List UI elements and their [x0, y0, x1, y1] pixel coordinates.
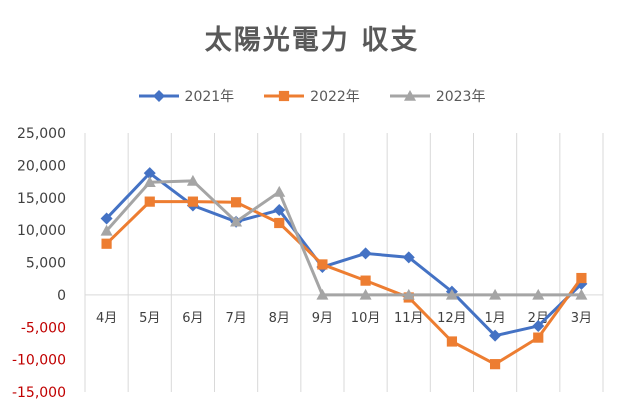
data-point	[576, 273, 586, 283]
x-tick-label: 4月	[96, 311, 117, 326]
y-tick-label: 20,000	[17, 158, 66, 174]
data-point	[188, 197, 198, 207]
data-point	[490, 359, 500, 369]
data-point	[360, 247, 372, 259]
data-point	[317, 259, 327, 269]
data-point	[101, 239, 111, 249]
y-tick-label: 15,000	[17, 191, 66, 207]
data-point	[360, 276, 370, 286]
x-tick-label: 8月	[269, 311, 290, 326]
data-point	[533, 333, 543, 343]
x-tick-label: 12月	[437, 311, 467, 326]
y-tick-label: -5,000	[21, 320, 66, 336]
x-tick-label: 1月	[484, 311, 505, 326]
x-tick-label: 3月	[571, 311, 592, 326]
data-point	[447, 336, 457, 346]
data-point	[145, 197, 155, 207]
y-tick-label: -10,000	[12, 353, 66, 369]
x-tick-label: 11月	[394, 311, 424, 326]
y-tick-label: -15,000	[12, 385, 66, 401]
y-tick-label: 5,000	[26, 256, 66, 272]
data-point	[231, 197, 241, 207]
x-tick-label: 9月	[312, 311, 333, 326]
x-tick-label: 10月	[351, 311, 381, 326]
x-tick-label: 6月	[182, 311, 203, 326]
y-tick-label: 0	[57, 288, 66, 304]
data-point	[274, 218, 284, 228]
data-point	[273, 186, 285, 197]
y-tick-label: 25,000	[17, 126, 66, 142]
x-tick-label: 7月	[225, 311, 246, 326]
y-tick-label: 10,000	[17, 223, 66, 239]
x-tick-label: 5月	[139, 311, 160, 326]
